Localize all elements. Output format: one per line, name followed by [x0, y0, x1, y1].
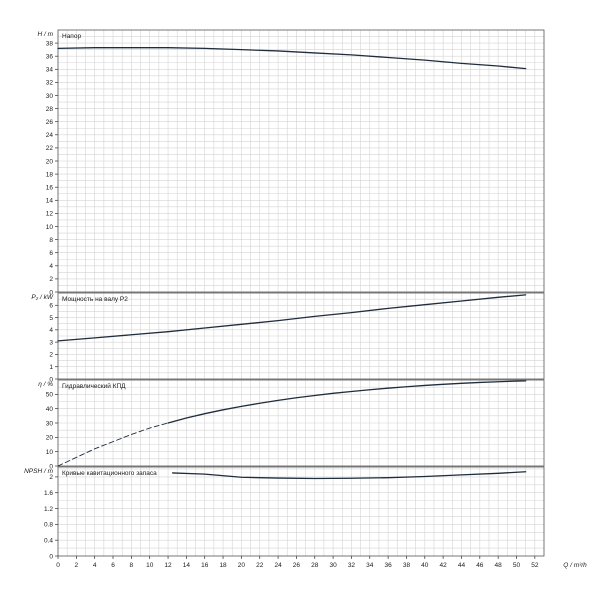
y-tick-label: 0 — [49, 376, 53, 383]
x-tick-label: 38 — [403, 562, 411, 569]
y-tick-label: 4 — [49, 263, 53, 270]
x-tick-label: 16 — [201, 562, 209, 569]
y-tick-label: 2 — [49, 474, 53, 481]
y-tick-label: 16 — [46, 185, 54, 192]
y-tick-label: 20 — [46, 158, 54, 165]
x-tick-label: 42 — [440, 562, 448, 569]
y-tick-label: 32 — [46, 80, 54, 87]
panel-title: Гидравлический КПД — [62, 382, 126, 390]
panel-frame — [57, 292, 545, 380]
y-axis-label: NPSH / m — [24, 468, 53, 475]
y-tick-label: 5 — [49, 315, 53, 322]
x-tick-label: 50 — [513, 562, 521, 569]
y-tick-label: 50 — [46, 392, 54, 399]
x-tick-label: 30 — [329, 562, 337, 569]
y-axis-label: H / m — [37, 31, 53, 38]
x-tick-label: 32 — [348, 562, 356, 569]
x-tick-label: 44 — [458, 562, 466, 569]
y-tick-label: 18 — [46, 171, 54, 178]
y-tick-label: 6 — [49, 250, 53, 257]
x-tick-label: 12 — [164, 562, 172, 569]
y-tick-label: 0 — [49, 289, 53, 296]
y-tick-label: 0 — [49, 463, 53, 470]
x-tick-label: 14 — [183, 562, 191, 569]
panel-title: Напор — [62, 33, 81, 40]
y-tick-label: 28 — [46, 106, 54, 113]
x-tick-label: 10 — [146, 562, 154, 569]
series-line-solid — [57, 294, 527, 342]
panel-title: Кривые кавитационного запаса — [62, 470, 157, 477]
y-tick-label: 2 — [49, 352, 53, 359]
x-tick-label: 18 — [219, 562, 227, 569]
x-tick-label: 26 — [293, 562, 301, 569]
y-tick-label: 20 — [46, 435, 54, 442]
x-axis-label: Q / m³/h — [563, 562, 587, 569]
x-tick-label: 8 — [130, 562, 134, 569]
y-tick-label: 36 — [46, 54, 54, 61]
y-tick-label: 22 — [46, 145, 54, 152]
y-tick-label: 1 — [49, 364, 53, 371]
y-tick-label: 0.8 — [44, 522, 53, 529]
x-tick-label: 36 — [384, 562, 392, 569]
y-tick-label: 34 — [46, 67, 54, 74]
series-line-solid — [57, 47, 527, 70]
x-tick-label: 20 — [238, 562, 246, 569]
panel-title: Мощность на валу P2 — [62, 296, 128, 303]
x-tick-label: 4 — [93, 562, 97, 569]
x-tick-label: 48 — [495, 562, 503, 569]
x-tick-label: 46 — [476, 562, 484, 569]
x-tick-label: 2 — [75, 562, 79, 569]
x-tick-label: 40 — [421, 562, 429, 569]
y-tick-label: 10 — [46, 449, 54, 456]
x-tick-label: 52 — [531, 562, 539, 569]
y-tick-label: 26 — [46, 119, 54, 126]
series-line-solid — [167, 380, 527, 424]
x-tick-label: 22 — [256, 562, 264, 569]
x-tick-label: 0 — [56, 562, 60, 569]
y-tick-label: 0.4 — [44, 537, 53, 544]
y-tick-label: 1.2 — [44, 506, 53, 513]
series-line-solid — [171, 471, 527, 480]
x-tick-label: 6 — [111, 562, 115, 569]
y-tick-label: 3 — [49, 339, 53, 346]
y-tick-label: 40 — [46, 406, 54, 413]
y-tick-label: 6 — [49, 303, 53, 310]
y-tick-label: 4 — [49, 327, 53, 334]
panel-frame — [57, 466, 545, 557]
y-axis-label: P₂ / kW — [31, 294, 53, 301]
y-tick-label: 14 — [46, 198, 54, 205]
y-tick-label: 38 — [46, 40, 54, 47]
x-tick-label: 34 — [366, 562, 374, 569]
y-axis-label: η / % — [38, 381, 53, 388]
y-tick-label: 30 — [46, 420, 54, 427]
y-tick-label: 30 — [46, 93, 54, 100]
y-tick-label: 1.6 — [44, 490, 53, 497]
y-tick-label: 8 — [49, 237, 53, 244]
y-tick-label: 0 — [49, 553, 53, 560]
series-line-dashed — [57, 422, 169, 467]
y-tick-label: 12 — [46, 211, 54, 218]
y-tick-label: 24 — [46, 132, 54, 139]
x-tick-label: 24 — [274, 562, 282, 569]
x-tick-label: 28 — [311, 562, 319, 569]
y-tick-label: 10 — [46, 224, 54, 231]
y-tick-label: 2 — [49, 276, 53, 283]
